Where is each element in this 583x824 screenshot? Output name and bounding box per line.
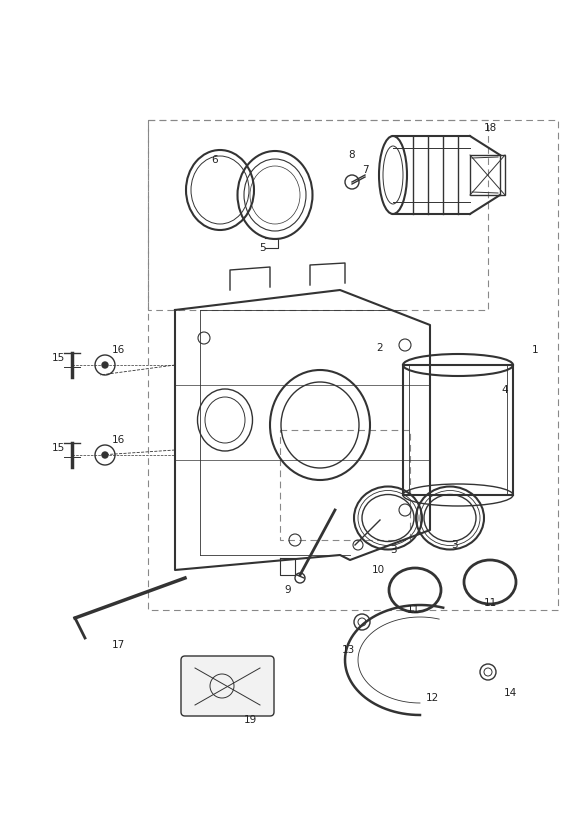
Text: 11: 11 bbox=[483, 598, 497, 608]
Circle shape bbox=[102, 452, 108, 458]
Text: 4: 4 bbox=[502, 385, 508, 395]
Text: 15: 15 bbox=[51, 443, 65, 453]
Text: 17: 17 bbox=[111, 640, 125, 650]
Text: 16: 16 bbox=[111, 435, 125, 445]
Text: 13: 13 bbox=[342, 645, 354, 655]
Text: 19: 19 bbox=[243, 715, 257, 725]
Text: 16: 16 bbox=[111, 345, 125, 355]
Text: 8: 8 bbox=[349, 150, 355, 160]
Text: 6: 6 bbox=[212, 155, 218, 165]
Text: 3: 3 bbox=[389, 545, 396, 555]
Bar bbox=[148, 120, 488, 310]
Text: 9: 9 bbox=[285, 585, 292, 595]
Text: 10: 10 bbox=[371, 565, 385, 575]
Text: 11: 11 bbox=[406, 605, 420, 615]
FancyBboxPatch shape bbox=[181, 656, 274, 716]
Text: 3: 3 bbox=[451, 540, 457, 550]
Text: 14: 14 bbox=[503, 688, 517, 698]
Text: 15: 15 bbox=[51, 353, 65, 363]
Circle shape bbox=[102, 362, 108, 368]
Text: 7: 7 bbox=[361, 165, 368, 175]
Text: 1: 1 bbox=[532, 345, 538, 355]
Bar bbox=[280, 430, 410, 540]
Text: 18: 18 bbox=[483, 123, 497, 133]
Text: 12: 12 bbox=[426, 693, 438, 703]
Text: 2: 2 bbox=[377, 343, 383, 353]
Bar bbox=[148, 120, 558, 610]
Bar bbox=[470, 155, 505, 195]
Text: 5: 5 bbox=[259, 243, 266, 253]
